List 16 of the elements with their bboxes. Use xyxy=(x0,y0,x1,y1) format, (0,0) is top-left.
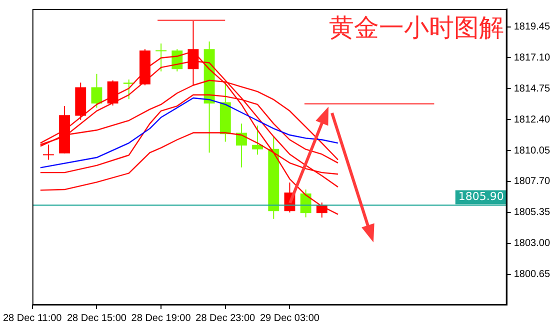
y-tick-label: 1814.75 xyxy=(514,83,550,94)
chart-title: 黄金一小时图解 xyxy=(328,13,504,42)
y-tick-label: 1803.00 xyxy=(514,238,550,250)
x-tick-label: 28 Dec 11:00 xyxy=(3,312,62,324)
y-tick-label: 1810.05 xyxy=(514,145,550,156)
y-tick-label: 1800.65 xyxy=(514,269,550,280)
ref-line-label: 1805.90 xyxy=(458,190,504,204)
x-tick-label: 28 Dec 23:00 xyxy=(196,312,256,324)
y-tick-label: 1807.70 xyxy=(514,176,550,188)
y-tick-label: 1817.10 xyxy=(514,52,550,64)
y-tick-label: 1805.35 xyxy=(514,207,550,218)
y-tick-label: 1819.45 xyxy=(514,22,550,33)
y-tick-label: 1812.40 xyxy=(514,114,550,126)
x-tick-label: 29 Dec 03:00 xyxy=(260,312,320,324)
x-tick-label: 28 Dec 15:00 xyxy=(66,312,127,324)
x-tick-label: 28 Dec 19:00 xyxy=(131,312,192,324)
